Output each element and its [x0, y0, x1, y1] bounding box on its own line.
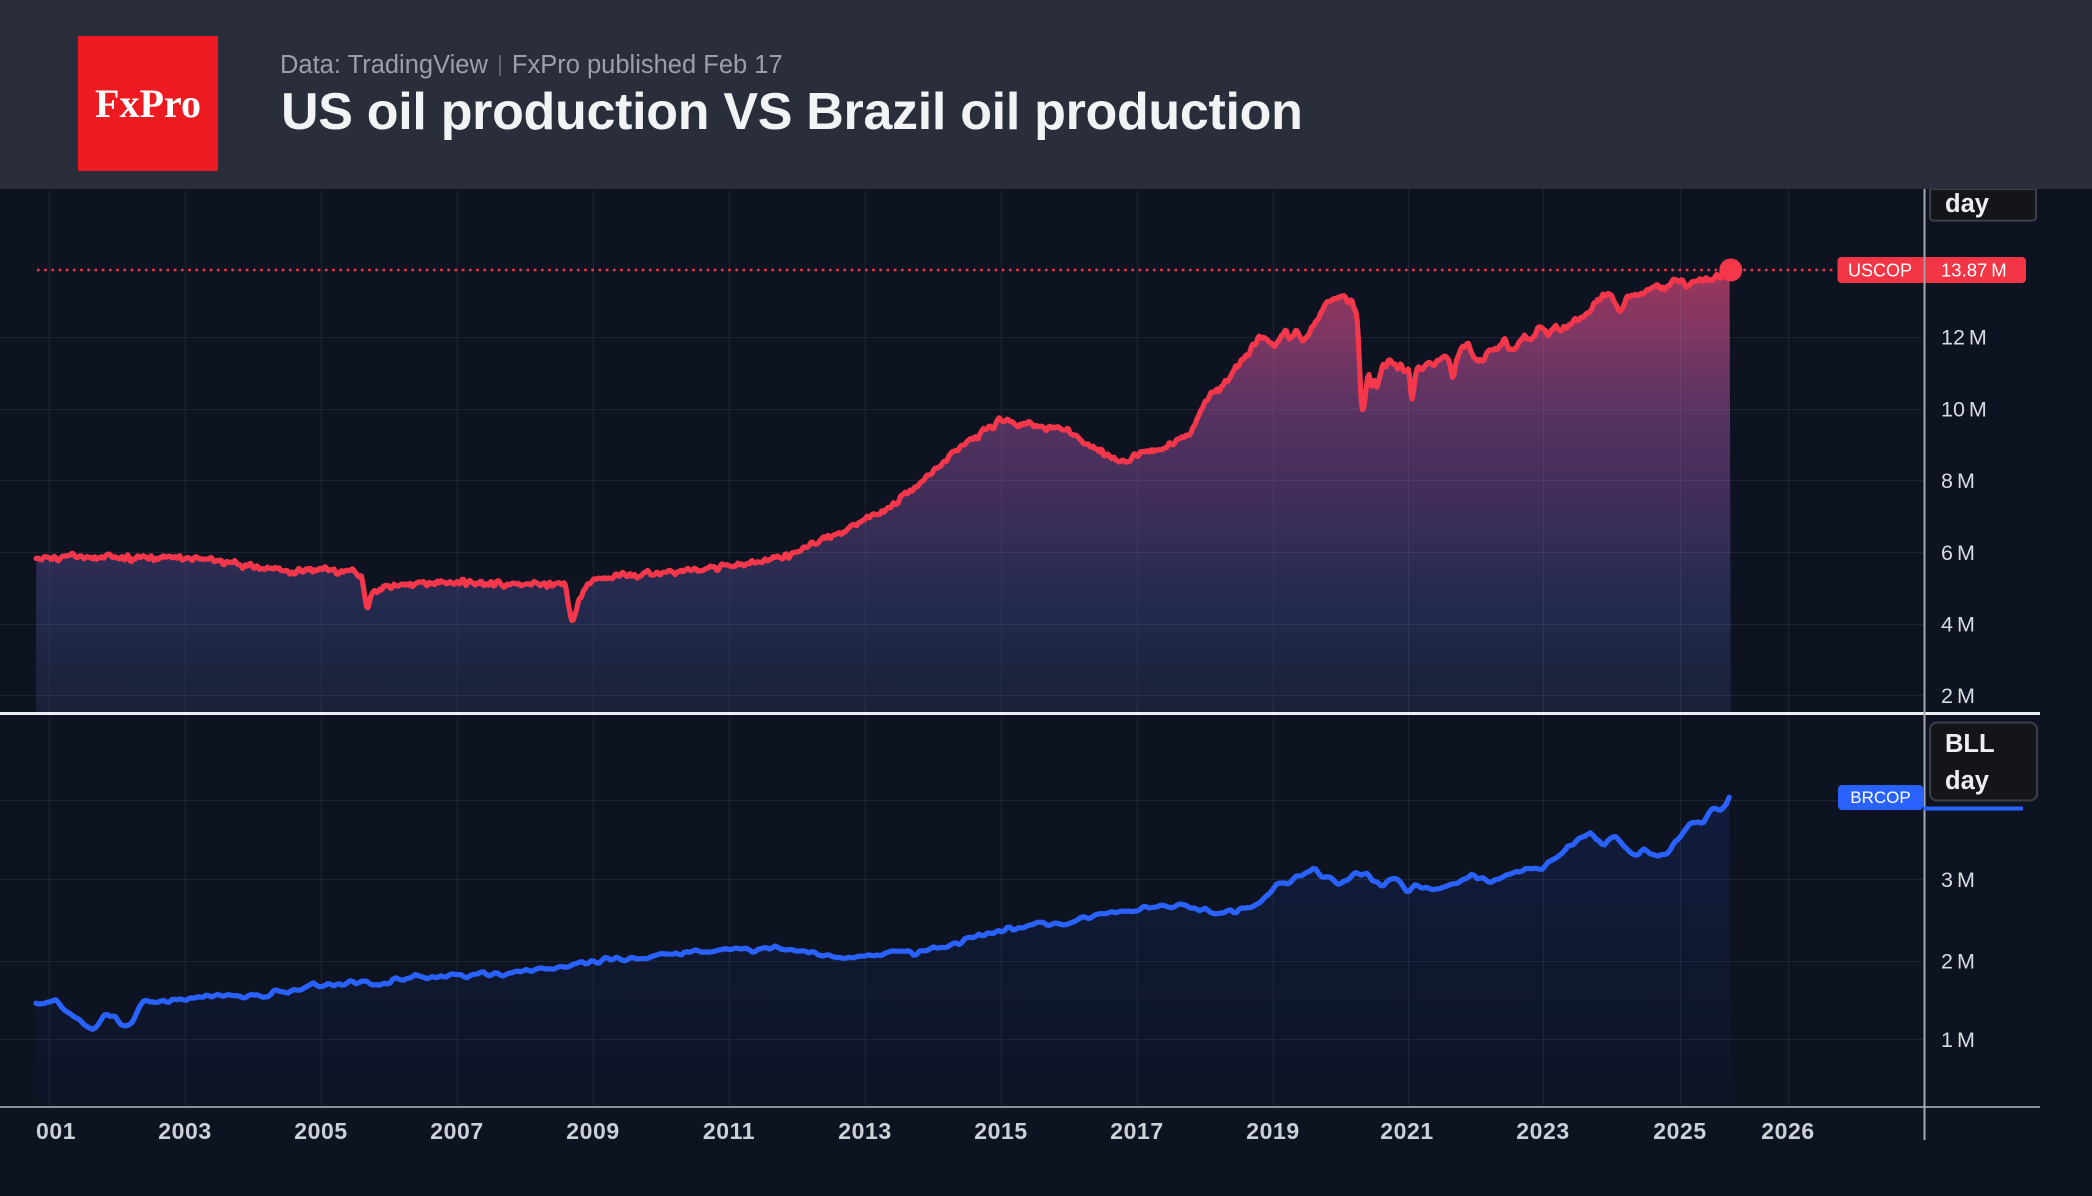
svg-text:10M: 10 M [1941, 397, 1987, 421]
svg-text:2021: 2021 [1380, 1118, 1434, 1144]
svg-text:8M: 8M [1941, 469, 1975, 493]
svg-text:4M: 4M [1941, 613, 1975, 637]
svg-text:13.87M: 13.87 M [1941, 260, 2007, 281]
svg-text:2017: 2017 [1110, 1118, 1164, 1144]
svg-text:001: 001 [36, 1118, 76, 1144]
svg-text:12M: 12 M [1941, 326, 1987, 350]
svg-text:2026: 2026 [1761, 1118, 1815, 1144]
svg-text:2003: 2003 [158, 1118, 212, 1144]
svg-text:6M: 6M [1941, 541, 1975, 565]
svg-text:2M: 2M [1941, 684, 1975, 708]
svg-text:2007: 2007 [430, 1118, 484, 1144]
svg-text:2005: 2005 [294, 1118, 348, 1144]
svg-text:2009: 2009 [566, 1118, 620, 1144]
svg-text:2M: 2M [1941, 950, 1975, 974]
svg-text:day: day [1945, 767, 1990, 795]
svg-text:2015: 2015 [974, 1118, 1028, 1144]
svg-text:1M: 1M [1941, 1028, 1975, 1052]
svg-text:2013: 2013 [838, 1118, 892, 1144]
svg-text:3M: 3M [1941, 868, 1975, 892]
svg-text:USCOP: USCOP [1848, 261, 1912, 281]
svg-text:BLL: BLL [1945, 730, 1995, 758]
svg-text:2025: 2025 [1653, 1118, 1707, 1144]
svg-text:2019: 2019 [1246, 1118, 1300, 1144]
svg-text:day: day [1945, 190, 1990, 218]
svg-text:2023: 2023 [1516, 1118, 1570, 1144]
svg-text:2011: 2011 [703, 1118, 755, 1144]
svg-text:BRCOP: BRCOP [1850, 788, 1910, 807]
